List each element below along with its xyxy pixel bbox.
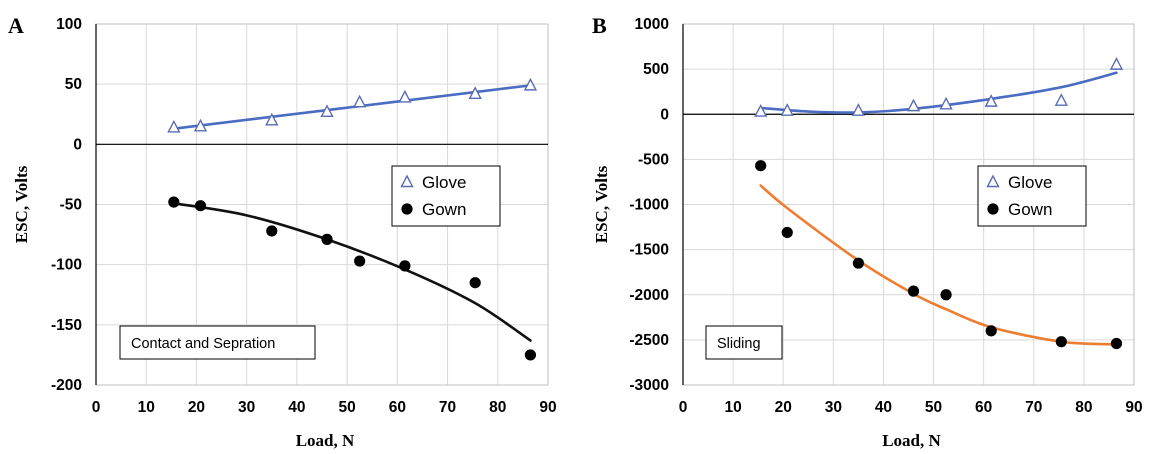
data-point-glove: [906, 98, 921, 112]
data-point-glove: [468, 86, 482, 99]
data-point-gown: [524, 349, 537, 361]
x-tick-label: 20: [775, 399, 792, 416]
data-point-glove: [398, 89, 412, 103]
trendline-glove: [759, 71, 1118, 114]
y-tick-label: 0: [660, 106, 669, 123]
y-tick-label: -1000: [629, 197, 669, 214]
annotation-text: Sliding: [717, 336, 761, 352]
y-tick-label: 500: [643, 61, 669, 78]
x-tick-label: 10: [724, 399, 741, 416]
data-point-glove: [523, 77, 538, 91]
data-point-glove: [353, 94, 367, 108]
chart-panel-b: B 0 10 20 30 40 50 60 70 80 90 -3000 -2500 -2000 -1500…: [592, 13, 1143, 450]
y-tick-label: -200: [51, 377, 82, 394]
y-tick-label: -500: [638, 151, 669, 168]
trendline-gown: [172, 201, 532, 342]
legend-label-gown: Gown: [1008, 200, 1052, 219]
data-point-glove: [320, 104, 334, 118]
panel-letter: B: [592, 13, 607, 38]
annotation-text: Contact and Sepration: [131, 336, 275, 352]
y-tick-label: -100: [51, 257, 82, 274]
x-tick-label: 60: [975, 399, 992, 416]
legend-label-glove: Glove: [1008, 173, 1052, 192]
data-point-gown: [940, 289, 952, 301]
data-point-glove: [1109, 57, 1124, 70]
data-point-gown: [194, 200, 207, 212]
data-point-gown: [266, 225, 278, 237]
chart-panel-a: A 0 10 20 30 40 50 60 70 80 90 -200 -150 -100 -50 0 50 10…: [8, 13, 557, 450]
x-tick-label: 90: [1125, 399, 1142, 416]
y-tick-label: 50: [65, 76, 82, 93]
data-point-gown: [755, 160, 767, 172]
data-point-gown: [354, 255, 366, 267]
x-tick-label: 40: [875, 399, 892, 416]
data-point-glove: [167, 119, 181, 133]
data-point-gown: [907, 285, 920, 297]
data-point-glove: [851, 103, 866, 116]
x-tick-label: 0: [92, 399, 101, 416]
legend: Glove Gown: [977, 165, 1087, 227]
y-axis-title: ESC, Volts: [592, 165, 611, 243]
legend-box: [977, 165, 1087, 227]
data-point-gown: [399, 260, 411, 272]
data-point-glove: [265, 112, 279, 126]
x-tick-label: 70: [1025, 399, 1042, 416]
panel-letter: A: [8, 13, 24, 38]
y-tick-label: -50: [60, 197, 82, 214]
annotation-box: [119, 325, 316, 360]
x-tick-label: 0: [679, 399, 688, 416]
data-point-glove: [984, 94, 998, 107]
y-tick-label: -150: [51, 317, 82, 334]
x-tick-label: 80: [489, 399, 506, 416]
y-tick-label: -3000: [629, 377, 669, 394]
trendline-gown: [759, 184, 1118, 346]
y-tick-label: -2500: [629, 332, 669, 349]
y-tick-label: 1000: [635, 16, 669, 33]
y-tick-label: 0: [73, 136, 82, 153]
x-tick-label: 50: [338, 399, 355, 416]
legend-marker-gown: [987, 203, 999, 215]
y-tick-label: -2000: [629, 287, 669, 304]
data-point-gown: [781, 226, 793, 239]
legend-marker-glove: [986, 174, 1000, 188]
legend-label-glove: Glove: [422, 173, 466, 192]
x-tick-label: 40: [288, 399, 305, 416]
x-tick-label: 80: [1075, 399, 1092, 416]
x-tick-label: 50: [925, 399, 942, 416]
data-point-gown: [168, 196, 180, 208]
data-point-gown: [852, 257, 864, 269]
x-tick-label: 60: [389, 399, 406, 416]
x-tick-label: 10: [138, 399, 155, 416]
data-point-glove: [939, 96, 953, 110]
data-point-glove: [780, 103, 794, 116]
legend-label-gown: Gown: [422, 200, 466, 219]
trendline-glove: [172, 84, 532, 130]
annotation-box: [705, 325, 783, 360]
x-tick-label: 30: [825, 399, 842, 416]
data-point-gown: [321, 233, 333, 245]
legend-box: [391, 165, 501, 227]
data-point-gown: [1110, 337, 1123, 350]
legend-marker-glove: [400, 174, 414, 188]
data-point-gown: [1055, 336, 1067, 348]
x-tick-label: 30: [238, 399, 255, 416]
y-tick-label: 100: [56, 16, 82, 33]
y-tick-label: -1500: [629, 242, 669, 259]
data-point-glove: [193, 118, 208, 132]
x-axis-title: Load, N: [296, 431, 355, 450]
y-axis-title: ESC, Volts: [12, 165, 31, 243]
data-point-gown: [469, 277, 481, 289]
data-point-gown: [985, 325, 997, 337]
data-point-glove: [754, 104, 768, 117]
legend: Glove Gown: [391, 165, 501, 227]
x-tick-label: 20: [188, 399, 205, 416]
legend-marker-gown: [401, 203, 413, 215]
x-axis-title: Load, N: [882, 431, 941, 450]
data-point-glove: [1054, 93, 1068, 106]
x-tick-label: 90: [539, 399, 556, 416]
x-tick-label: 70: [439, 399, 456, 416]
